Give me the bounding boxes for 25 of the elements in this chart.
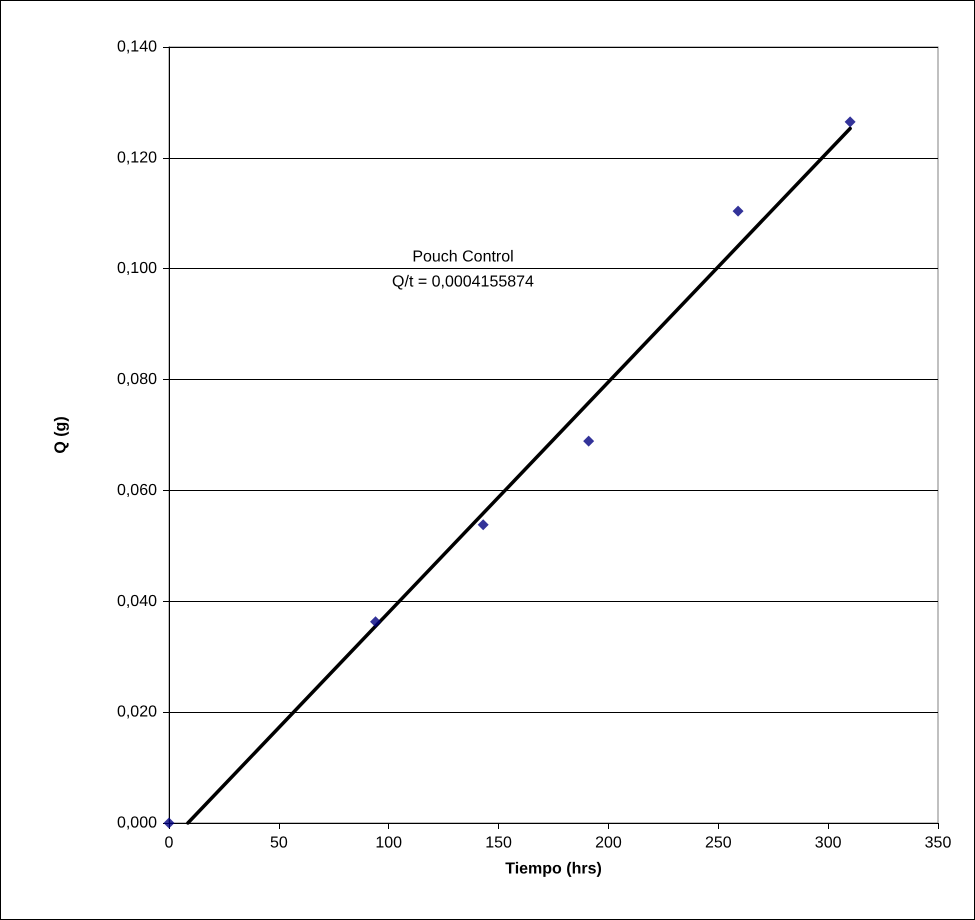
y-tick-label: 0,140 xyxy=(116,38,158,56)
y-tick-label: 0,080 xyxy=(116,371,158,388)
annotation: Q/t = 0,0004155874 xyxy=(392,274,534,290)
y-tick-label: 0,040 xyxy=(116,592,158,610)
x-tick-label: 150 xyxy=(485,834,512,852)
y-tick-label: 0,120 xyxy=(116,149,158,166)
y-axis-title: Q (g) xyxy=(52,416,70,454)
x-axis-title: Tiempo (hrs) xyxy=(505,860,602,878)
x-tick-label: 300 xyxy=(814,834,842,852)
point xyxy=(583,436,594,447)
x-tick-label: 0 xyxy=(164,834,174,852)
point xyxy=(732,206,744,217)
y-tick-label: 0,000 xyxy=(116,814,158,832)
point xyxy=(478,519,489,530)
x-tick-label: 350 xyxy=(924,834,952,852)
x-tick-label: 200 xyxy=(595,834,622,852)
x-tick-label: 100 xyxy=(375,834,402,852)
y-tick-label: 0,060 xyxy=(116,482,158,499)
y-tick-label: 0,020 xyxy=(116,704,158,721)
annotation: Pouch Control xyxy=(412,248,514,266)
x-tick-label: 250 xyxy=(704,834,732,852)
x-tick-label: 50 xyxy=(270,834,288,852)
point xyxy=(370,616,382,628)
point xyxy=(844,116,856,128)
y-tick-label: 0,100 xyxy=(116,260,158,278)
